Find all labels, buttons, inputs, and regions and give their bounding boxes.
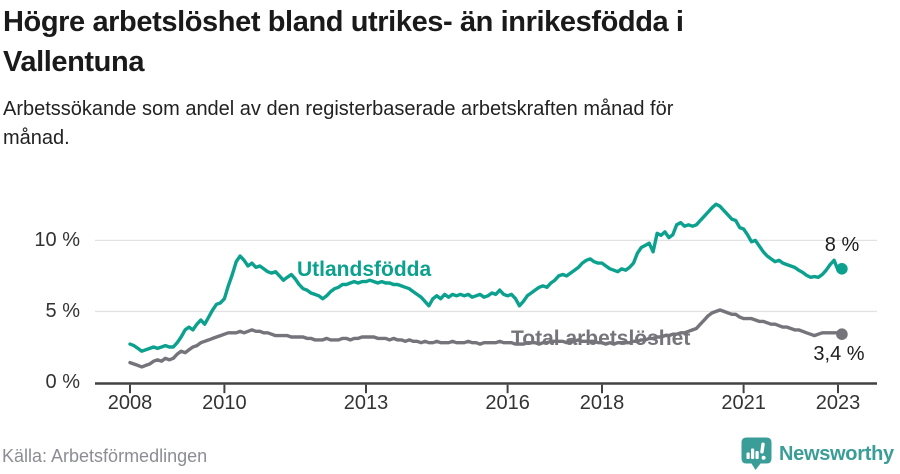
x-tick-label: 2016 [485,392,530,414]
title-line-1: Högre arbetslöshet bland utrikes- än inr… [3,6,684,38]
y-tick-label: 0 % [45,371,80,393]
x-tick-label: 2023 [815,392,861,414]
title-line-2: Vallentuna [3,46,145,78]
x-tick-label: 2021 [721,392,766,414]
end-value-total-arbetsloshet: 3,4 % [813,343,865,365]
newsworthy-wordmark: Newsworthy [779,442,894,465]
x-tick-label: 2018 [579,392,625,414]
newsworthy-logo: Newsworthy [741,437,894,471]
series-line-total-arbetsl-shet [128,308,844,369]
series-end-dot-utlandsf-dda [836,263,848,275]
subtitle-line-1: Arbetssökande som andel av den registerb… [3,98,674,120]
subtitle-line-2: månad. [3,127,70,149]
end-value-utlandsfodda: 8 % [824,234,860,256]
source-note: Källa: Arbetsförmedlingen [2,446,208,466]
newsworthy-speech-bubble-icon [741,437,772,470]
x-tick-label: 2008 [107,392,153,414]
y-tick-label: 5 % [45,299,80,322]
y-tick-label: 10 % [34,228,80,251]
x-tick-label: 2010 [202,392,247,414]
x-tick-label: 2013 [343,392,389,414]
series-end-dot-total-arbetsl-shet [836,328,848,341]
series-label-utlandsfodda: Utlandsfödda [297,258,432,281]
chart-subtitle: Arbetssökande som andel av den registerb… [3,95,863,153]
series-line-utlandsf-dda [128,202,844,353]
series-label-total-arbetsloshet: Total arbetslöshet [511,327,691,350]
page-title: Högre arbetslöshet bland utrikes- än inr… [3,2,897,82]
